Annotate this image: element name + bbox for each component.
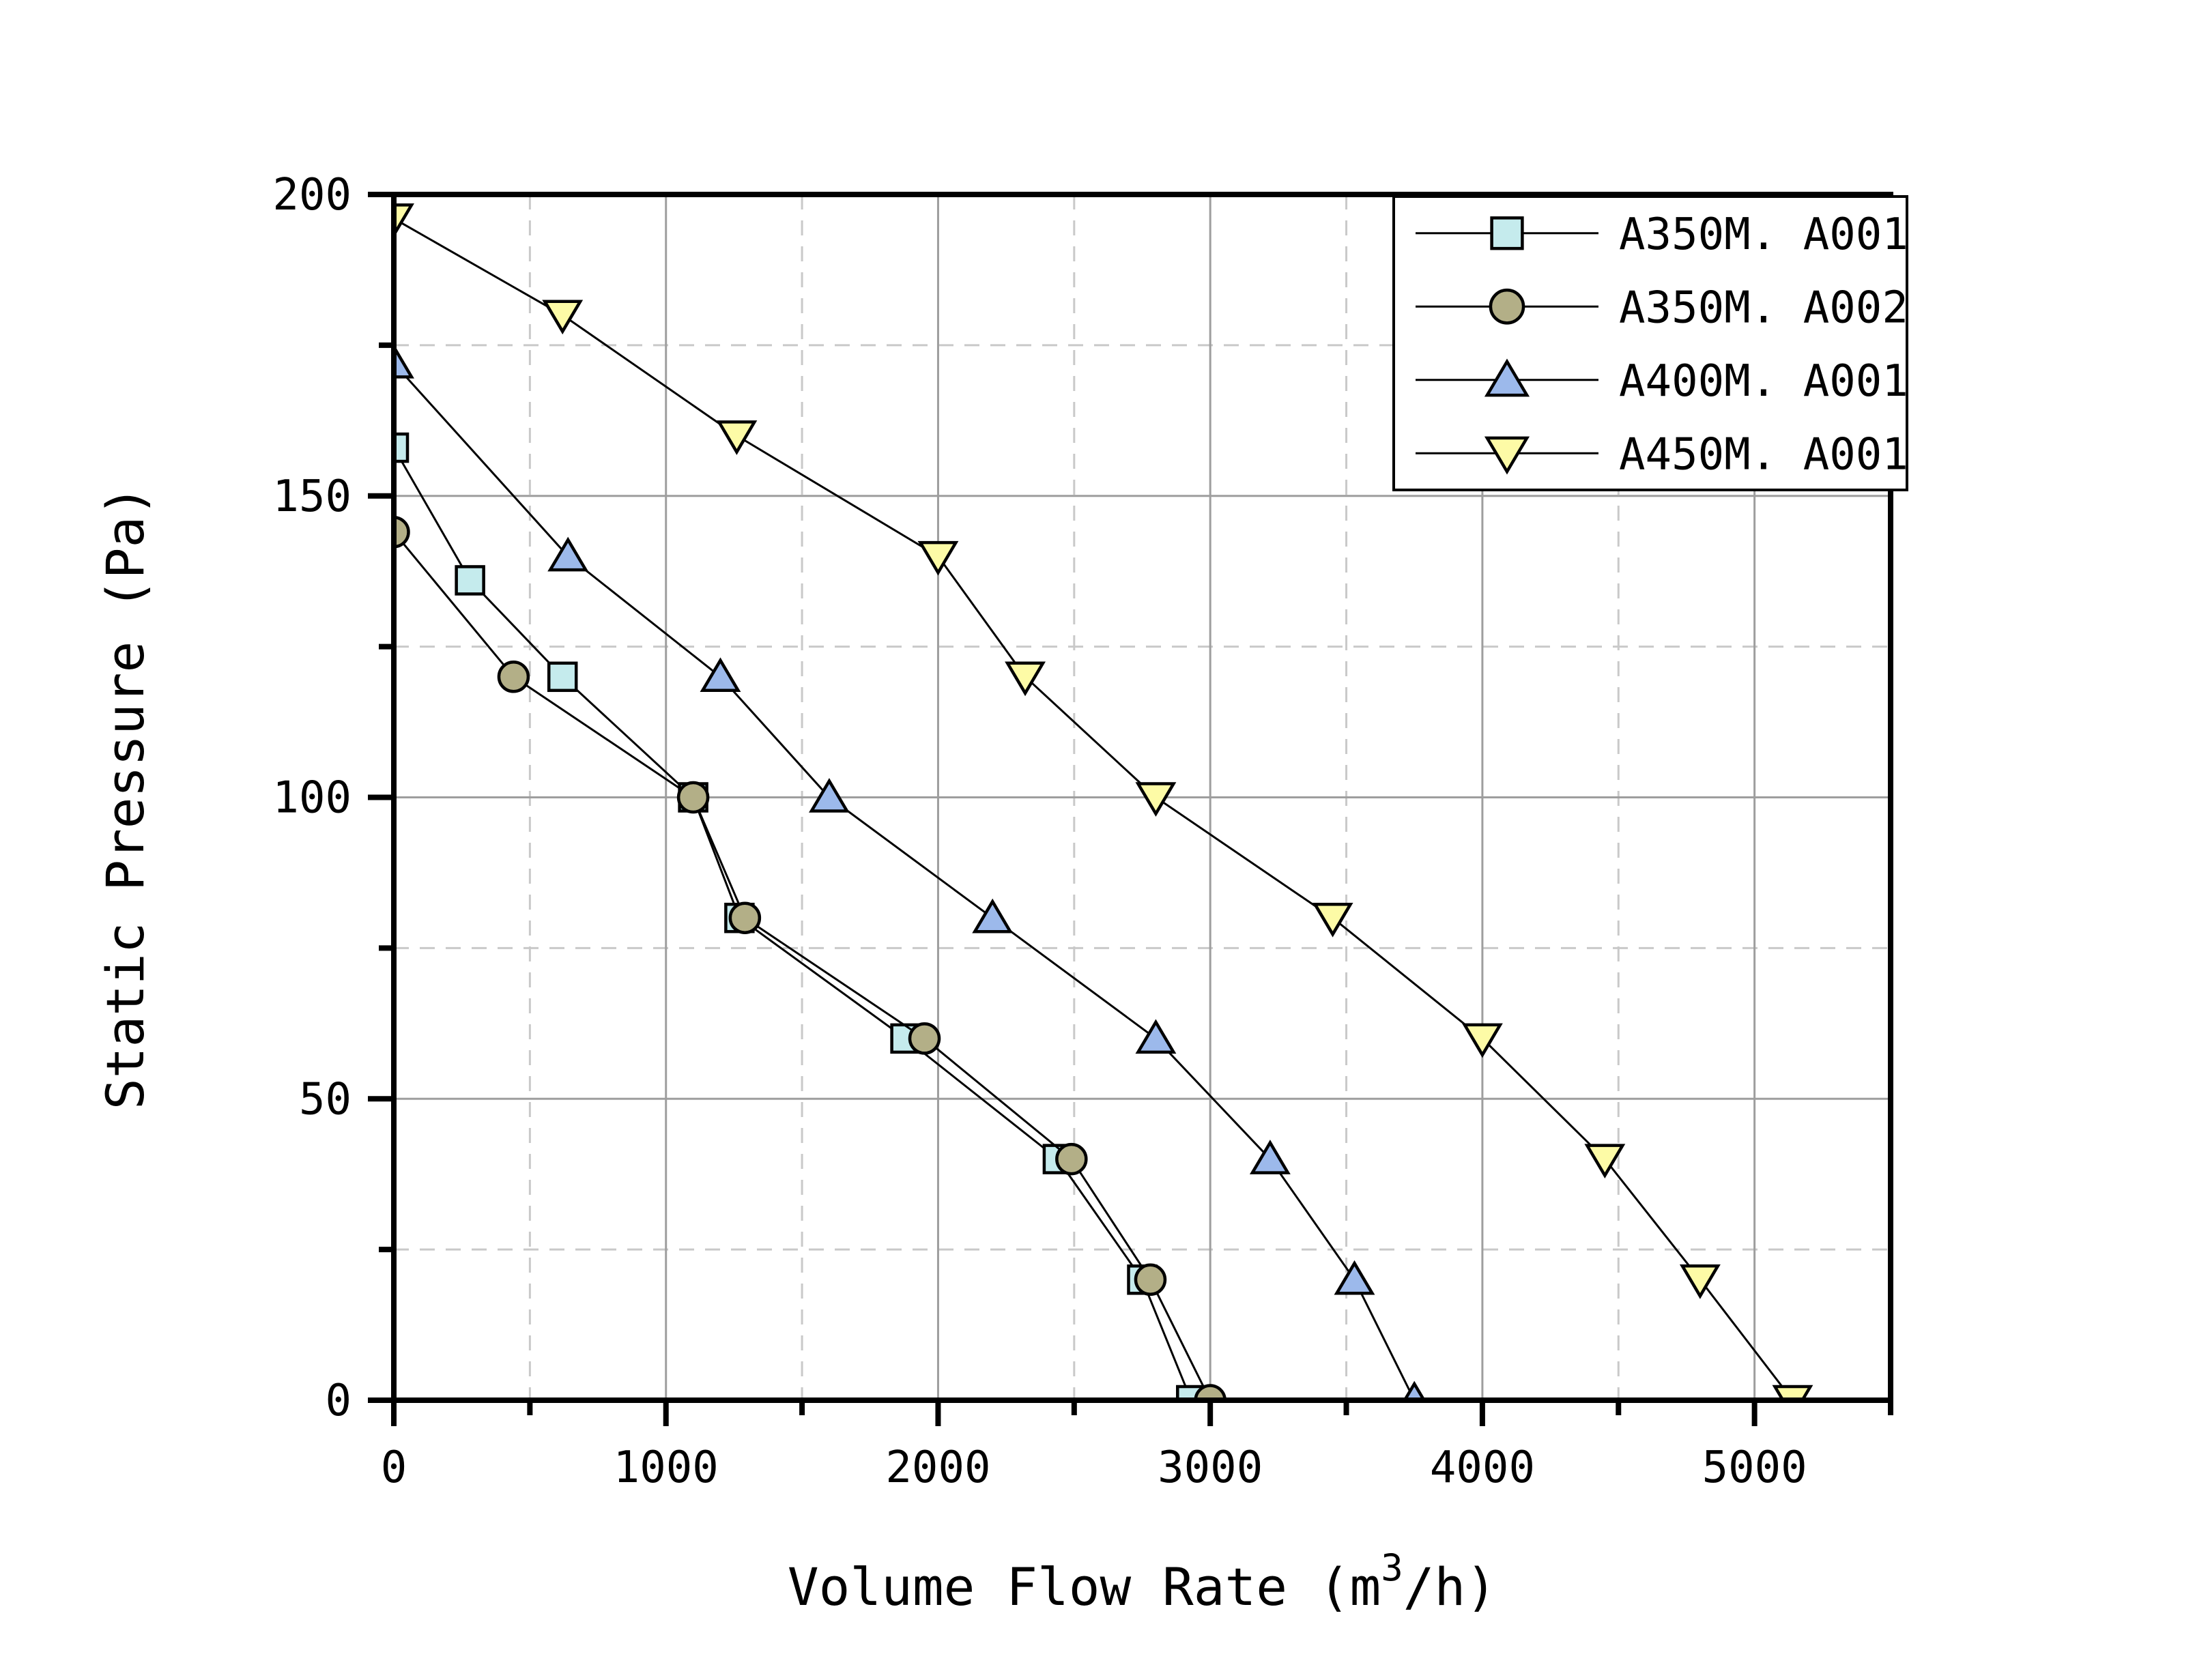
marker-triangle-down-icon — [394, 203, 414, 238]
marker-triangle-up-icon — [1484, 358, 1530, 397]
marker-triangle-down-icon — [716, 420, 758, 455]
legend-label: A450M. A001 — [1619, 429, 1908, 480]
x-axis-tick-label: 5000 — [1702, 1443, 1807, 1493]
marker-triangle-down-icon — [542, 300, 584, 335]
legend-entry: A350M. A002 — [1416, 283, 1908, 333]
marker-triangle-up-icon — [1249, 1140, 1291, 1174]
x-axis-tick-label: 2000 — [885, 1443, 990, 1493]
x-axis-tick-labels: 0 1000 2000 3000 4000 5000 — [381, 1443, 1807, 1493]
x-axis-tick-label: 3000 — [1158, 1443, 1263, 1493]
marker-triangle-down-icon — [1005, 661, 1046, 697]
marker-circle — [1489, 288, 1525, 325]
legend-entry: A400M. A001 — [1416, 356, 1908, 407]
x-axis-tick-label: 0 — [381, 1443, 407, 1493]
series-line — [394, 531, 1211, 1400]
legend-label: A350M. A002 — [1619, 283, 1908, 333]
series-a350m-a002 — [394, 516, 1226, 1400]
marker-circle — [908, 1022, 941, 1055]
marker-square — [547, 661, 578, 693]
legend-label: A350M. A001 — [1619, 209, 1908, 260]
legend-label: A400M. A001 — [1619, 356, 1908, 407]
marker-square — [394, 432, 410, 463]
marker-circle — [497, 661, 530, 693]
y-axis-tick-label: 50 — [299, 1074, 352, 1125]
x-axis-tick-label: 1000 — [614, 1443, 719, 1493]
marker-triangle-up-icon — [1135, 1019, 1177, 1054]
marker-circle — [676, 781, 710, 814]
marker-triangle-up-icon — [1334, 1260, 1375, 1295]
marker-circle — [1134, 1263, 1167, 1297]
marker-circle — [394, 516, 410, 549]
marker-circle — [1055, 1142, 1088, 1176]
marker-triangle-up-icon — [700, 657, 741, 693]
plot-series — [394, 203, 1813, 1400]
legend: A350M. A001 A350M. A002 A400M. A001 A450M. … — [1392, 195, 1908, 491]
series-a350m-a001 — [394, 432, 1207, 1400]
marker-triangle-down-icon — [917, 540, 959, 576]
marker-triangle-down-icon — [1312, 902, 1353, 938]
marker-triangle-up-icon — [809, 778, 850, 813]
series-line — [394, 362, 1416, 1400]
marker-triangle-down-icon — [1135, 782, 1177, 817]
y-axis-tick-label: 150 — [272, 472, 352, 522]
marker-square — [1490, 216, 1524, 250]
y-axis-title: Static Pressure (Pa) — [95, 485, 156, 1110]
series-a450m-a001 — [394, 203, 1813, 1400]
marker-triangle-up-icon — [972, 898, 1014, 933]
y-axis-tick-labels: 0 50 100 150 200 — [272, 170, 352, 1426]
marker-triangle-down-icon — [1584, 1144, 1626, 1179]
marker-triangle-up-icon — [394, 343, 414, 379]
legend-entry: A350M. A001 — [1416, 209, 1908, 260]
marker-triangle-down-icon — [1679, 1264, 1721, 1299]
legend-entry: A450M. A001 — [1416, 429, 1908, 480]
y-axis-tick-label: 200 — [272, 170, 352, 220]
x-axis-tick-label: 4000 — [1430, 1443, 1535, 1493]
legend-box — [1392, 195, 1908, 491]
marker-triangle-up-icon — [547, 536, 589, 572]
y-axis-tick-label: 100 — [272, 773, 352, 824]
series-a400m-a001 — [394, 343, 1426, 1400]
marker-triangle-down-icon — [1772, 1385, 1813, 1400]
y-axis-tick-label: 0 — [325, 1376, 352, 1426]
marker-circle — [728, 901, 762, 934]
marker-circle — [1194, 1384, 1226, 1400]
series-line — [394, 447, 1192, 1400]
axis-ticks — [368, 192, 1893, 1426]
marker-square — [455, 565, 485, 596]
x-axis-title: Volume Flow Rate (m3/h) — [788, 1546, 1497, 1617]
marker-triangle-down-icon — [1484, 436, 1530, 475]
marker-triangle-down-icon — [1461, 1023, 1503, 1058]
